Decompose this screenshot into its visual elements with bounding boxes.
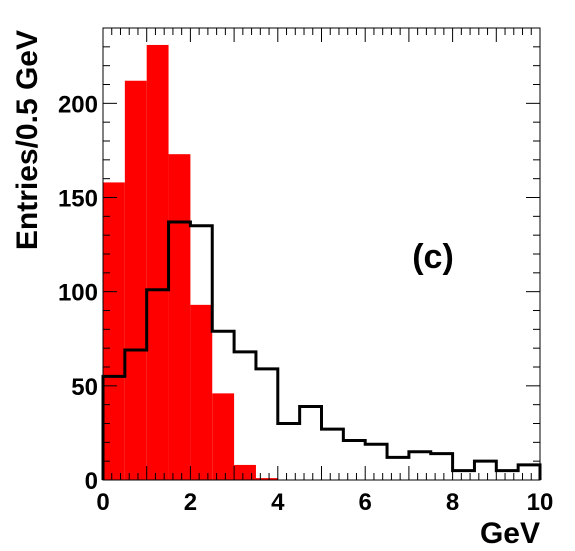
y-tick-label: 0 — [85, 468, 98, 495]
filled-bar — [190, 304, 213, 480]
filled-bar — [103, 182, 125, 480]
bars-layer — [103, 44, 278, 480]
x-tick-label: 2 — [184, 489, 197, 516]
filled-bar — [124, 80, 147, 480]
filled-bar — [234, 464, 256, 480]
x-tick-label: 6 — [359, 489, 372, 516]
panel-label: (c) — [412, 238, 454, 276]
y-tick-label: 150 — [58, 186, 98, 213]
filled-bar — [212, 393, 235, 480]
x-tick-label: 0 — [96, 489, 109, 516]
filled-bar — [168, 154, 191, 480]
x-tick-label: 10 — [527, 489, 554, 516]
x-tick-label: 8 — [446, 489, 459, 516]
y-tick-label: 200 — [58, 91, 98, 118]
y-tick-label: 50 — [71, 374, 98, 401]
y-tick-label: 100 — [58, 280, 98, 307]
outline-layer — [101, 220, 542, 480]
axes-layer — [102, 27, 541, 481]
filled-bar — [146, 44, 169, 480]
x-tick-label: 4 — [271, 489, 285, 516]
x-axis-title: GeV — [480, 517, 540, 550]
filled-bar — [255, 478, 278, 480]
outline-histogram-line — [101, 220, 542, 480]
y-axis-title: Entries/0.5 GeV — [11, 30, 44, 250]
